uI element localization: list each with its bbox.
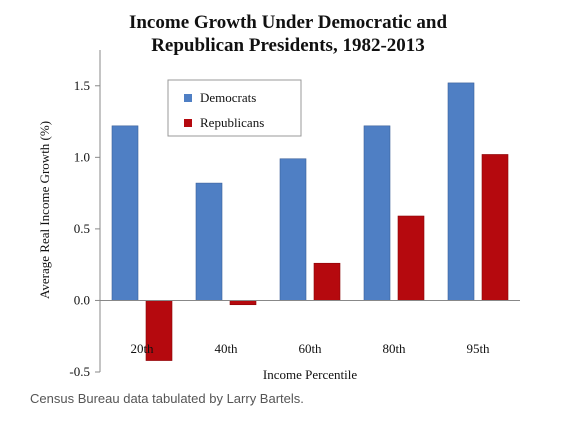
x-ticks-group: 20th 40th 60th 80th 95th: [130, 341, 490, 356]
bar-republicans-95th: [481, 154, 509, 301]
y-tick-label: 1.0: [74, 149, 90, 164]
x-tick-label: 80th: [382, 341, 406, 356]
y-ticks-group: -0.5 0.0 0.5 1.0 1.5: [69, 78, 100, 379]
bars-group: [111, 82, 509, 361]
x-tick-label: 20th: [130, 341, 154, 356]
y-tick-label: -0.5: [69, 364, 90, 379]
x-tick-label: 60th: [298, 341, 322, 356]
legend-label-democrats: Democrats: [200, 90, 256, 105]
chart-title-line-1: Income Growth Under Democratic and: [129, 12, 447, 33]
legend-swatch-republicans: [184, 119, 192, 127]
x-tick-label: 95th: [466, 341, 490, 356]
legend-swatch-democrats: [184, 94, 192, 102]
bar-democrats-20th: [111, 125, 139, 301]
y-tick-label: 0.5: [74, 221, 90, 236]
legend-label-republicans: Republicans: [200, 115, 264, 130]
x-axis-label: Income Percentile: [263, 367, 357, 382]
income-growth-chart: Income Growth Under Democratic and Repub…: [37, 12, 520, 382]
y-tick-label: 0.0: [74, 292, 90, 307]
chart-title-line-2: Republican Presidents, 1982-2013: [151, 35, 425, 56]
bar-republicans-80th: [397, 215, 425, 301]
bar-democrats-95th: [447, 82, 475, 301]
bar-democrats-40th: [195, 182, 223, 301]
legend: Democrats Republicans: [167, 79, 302, 137]
image-caption: Census Bureau data tabulated by Larry Ba…: [30, 391, 304, 406]
bar-republicans-20th: [145, 300, 173, 361]
bar-republicans-60th: [313, 262, 341, 301]
x-tick-label: 40th: [214, 341, 238, 356]
y-axis-label: Average Real Income Growth (%): [37, 121, 52, 299]
bar-republicans-40th: [229, 300, 257, 306]
bar-democrats-80th: [363, 125, 391, 301]
bar-democrats-60th: [279, 158, 307, 301]
y-tick-label: 1.5: [74, 78, 90, 93]
